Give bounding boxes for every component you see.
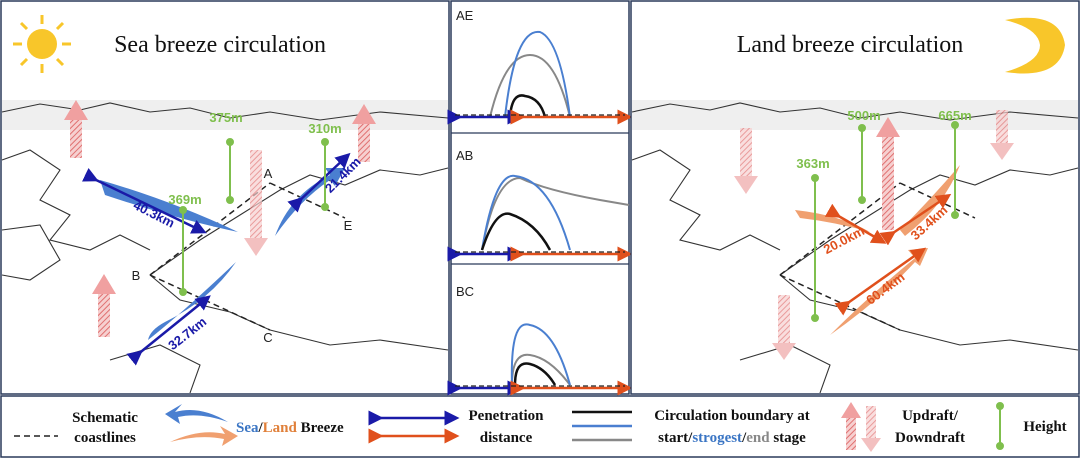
height-label: 665m <box>938 108 971 123</box>
section-label: BC <box>456 284 474 299</box>
updraft <box>358 122 370 162</box>
height-label: 500m <box>847 108 880 123</box>
legend-label: distance <box>480 430 533 446</box>
downdraft <box>996 110 1008 145</box>
penetration-distance <box>824 203 887 244</box>
moon <box>1005 17 1065 74</box>
downdraft <box>778 295 790 345</box>
section-label: AE <box>456 8 474 23</box>
downdraft <box>250 150 262 240</box>
legend-label: Penetration <box>469 408 545 424</box>
coastline <box>631 102 1079 394</box>
downdraft <box>740 128 752 178</box>
legend-label: start/strogest/end stage <box>658 430 806 446</box>
text-part: Breeze <box>297 420 344 436</box>
penetration-distance <box>834 247 927 316</box>
height-label: 363m <box>796 156 829 171</box>
legend-label: Height <box>1023 419 1066 435</box>
panel-title: Sea breeze circulation <box>114 32 326 58</box>
downdraft <box>990 143 1014 160</box>
legend-label: Schematic <box>72 410 138 426</box>
text-part: / <box>741 430 747 446</box>
height-label: 375m <box>209 110 242 125</box>
sea-breeze-panel: Sea breeze circulation 375m 310m 369m 40… <box>0 0 450 395</box>
legend-label: coastlines <box>74 430 136 446</box>
text-part: Sea <box>236 420 259 436</box>
downdraft <box>244 238 268 256</box>
updraft <box>92 274 116 294</box>
updraft <box>64 100 88 120</box>
height-marker <box>811 121 959 322</box>
text-part: strogest <box>692 430 742 446</box>
section-label: AB <box>456 148 473 163</box>
point-label: C <box>263 330 272 345</box>
updraft <box>876 117 900 137</box>
panel-title: Land breeze circulation <box>737 32 964 58</box>
land-breeze-panel: Land breeze circulation 500m 665m 363m 2… <box>630 0 1080 395</box>
legend-label: Sea/Land Breeze <box>236 420 344 436</box>
legend-label: Updraft/ <box>902 408 959 424</box>
penetration-distance <box>879 193 952 246</box>
updraft <box>352 104 376 124</box>
text-part: / <box>687 430 693 446</box>
legend-label: Downdraft <box>895 430 965 446</box>
height-label: 369m <box>168 192 201 207</box>
downdraft <box>734 176 758 194</box>
legend-label: Circulation boundary at <box>654 408 810 424</box>
legend-icon <box>165 404 228 424</box>
legend: Schematic coastlines Sea/Land Breeze Pen… <box>0 395 1080 458</box>
updraft <box>70 118 82 158</box>
point-label: B <box>132 268 141 283</box>
sun <box>13 15 71 73</box>
updraft <box>882 135 894 230</box>
downdraft <box>772 343 796 360</box>
text-part: Land <box>263 420 298 436</box>
text-part: / <box>258 420 264 436</box>
penetration-distance <box>126 295 211 366</box>
updraft <box>98 292 110 337</box>
text-part: start <box>658 430 688 446</box>
height-label: 310m <box>308 121 341 136</box>
text-part: end <box>746 430 770 446</box>
point-label: E <box>344 218 353 233</box>
text-part: stage <box>770 430 807 446</box>
circulation-boundary <box>480 30 630 386</box>
height-marker <box>179 138 329 296</box>
legend-icon <box>170 426 238 446</box>
section-panel: AE AB BC <box>447 0 633 396</box>
penetration-distance <box>287 152 351 213</box>
point-label: A <box>264 166 273 181</box>
penetration-distance <box>447 109 633 396</box>
